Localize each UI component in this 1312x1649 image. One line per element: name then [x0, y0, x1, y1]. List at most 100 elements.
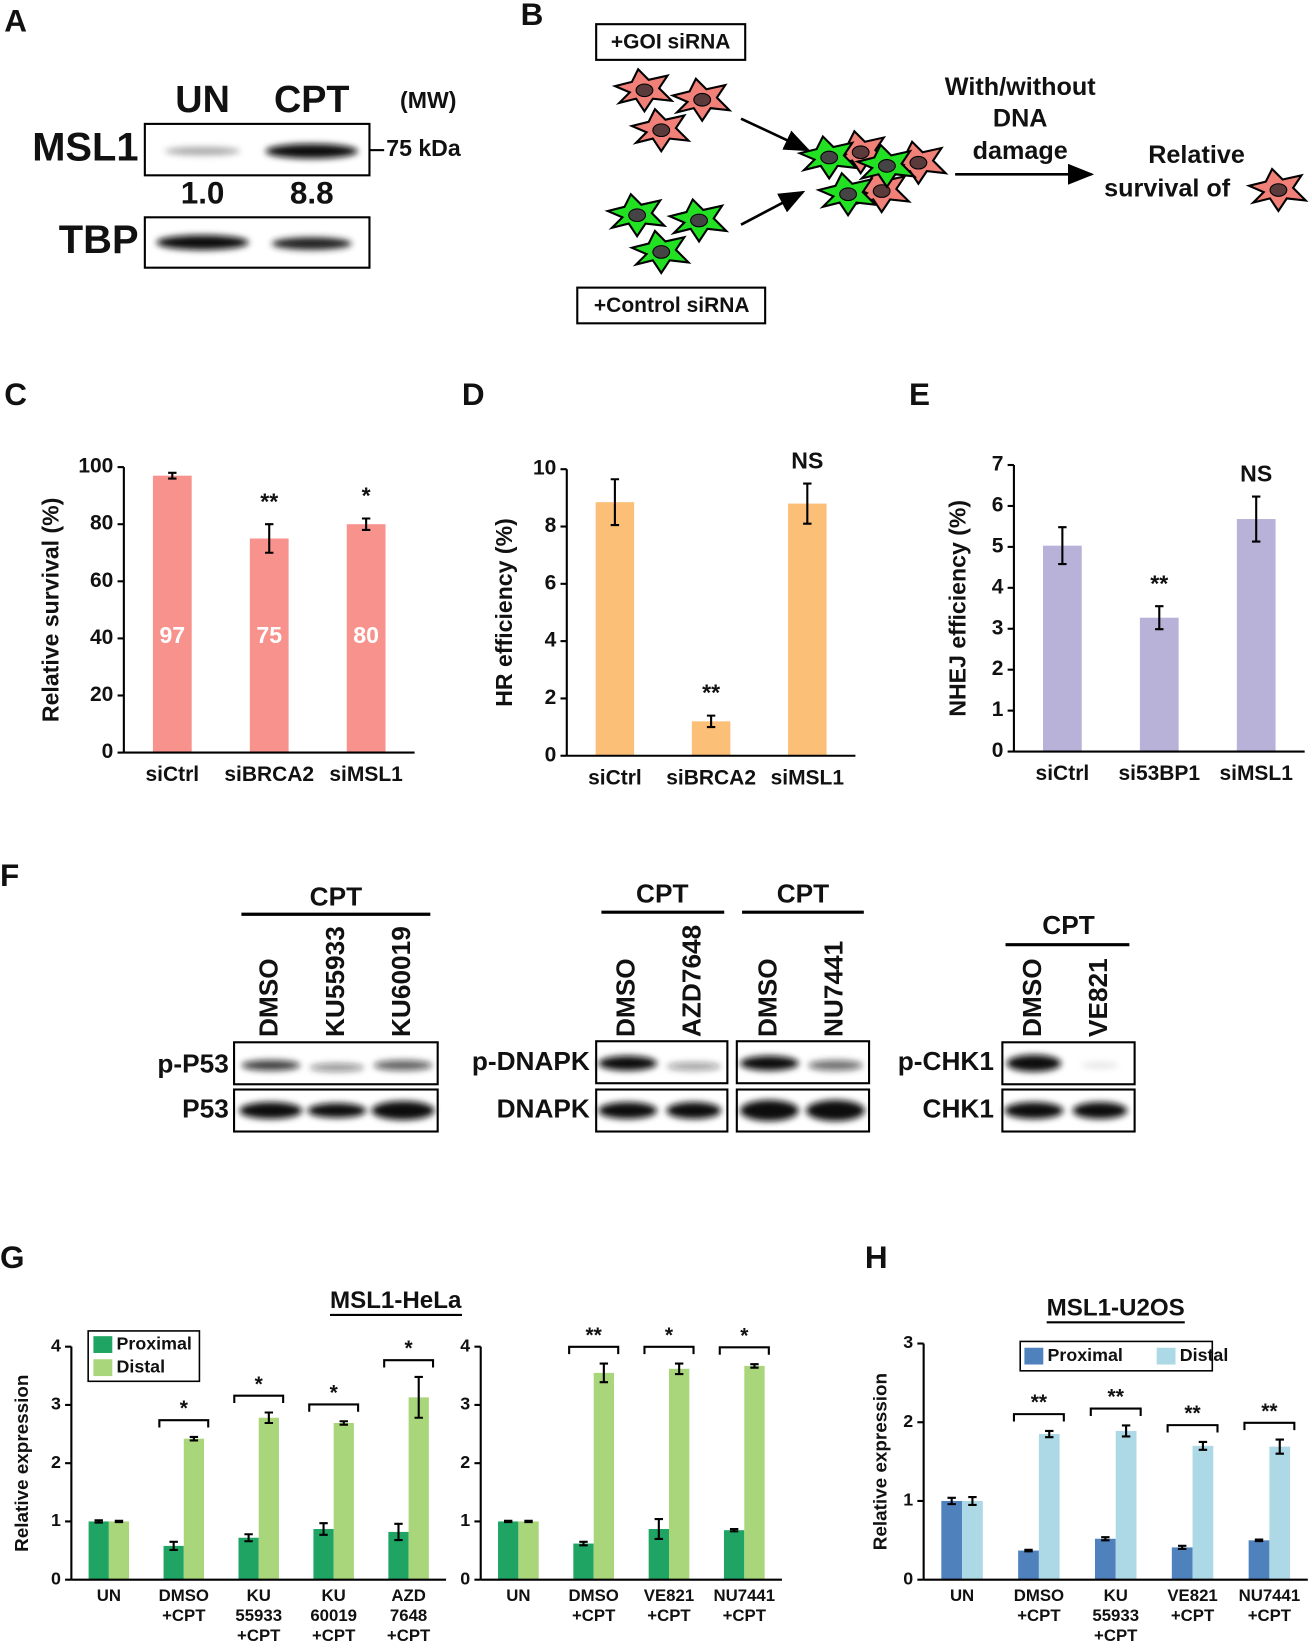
- error-bar: [1177, 1544, 1187, 1551]
- band: [271, 237, 352, 250]
- row-label: P53: [182, 1093, 229, 1123]
- panel-labels: A B C D E F G H: [0, 0, 930, 1275]
- significance: **: [1261, 1400, 1278, 1423]
- x-tick-label: NU7441: [714, 1586, 776, 1605]
- value-label: 97: [159, 622, 185, 648]
- significance: *: [362, 483, 371, 509]
- legend-swatch: [93, 1336, 113, 1353]
- error-bar: [674, 1362, 684, 1376]
- treatment-text: With/without: [945, 73, 1096, 101]
- significance-bracket: [1012, 1413, 1065, 1422]
- y-tick-label: 3: [460, 1394, 470, 1414]
- y-tick-label: 3: [992, 616, 1004, 639]
- bar: [668, 1368, 690, 1580]
- y-tick-label: 80: [90, 512, 113, 535]
- blot-a: UN CPT (MW) MSL1 75 kDa 1.0 8.8 TBP: [32, 79, 461, 269]
- bar: [1192, 1445, 1214, 1580]
- bands: [1004, 1102, 1064, 1119]
- x-tick-label: NU7441: [1239, 1586, 1301, 1605]
- lane-label: NU7441: [818, 941, 848, 1037]
- bar: [941, 1500, 963, 1580]
- panel-label: H: [865, 1240, 888, 1275]
- x-tick-label: VE821: [1167, 1586, 1217, 1605]
- y-tick-label: 0: [102, 740, 114, 763]
- error-bar: [244, 1533, 253, 1543]
- cell: [1247, 167, 1307, 213]
- treatment-label: CPT: [1042, 910, 1094, 940]
- band: [164, 146, 241, 156]
- bar: [249, 538, 289, 753]
- bar: [593, 1372, 615, 1580]
- bands: [739, 1055, 799, 1071]
- significance: **: [1184, 1402, 1201, 1425]
- significance-bracket: [158, 1419, 210, 1428]
- error-bar: [654, 1518, 664, 1540]
- y-tick-label: 2: [903, 1411, 913, 1431]
- cell: [668, 198, 728, 243]
- significance-bracket: [718, 1346, 770, 1355]
- error-bar: [1101, 1536, 1110, 1542]
- error-bar: [339, 1420, 348, 1426]
- bar: [788, 503, 827, 756]
- treatment-text: DNA: [993, 104, 1048, 132]
- error-bar: [599, 1362, 609, 1384]
- goi-label: +GOI siRNA: [611, 31, 731, 54]
- row-label: MSL1: [32, 126, 138, 170]
- x-tick-label: DMSO: [569, 1586, 619, 1605]
- significance: **: [586, 1324, 603, 1347]
- bar: [648, 1529, 669, 1580]
- significance-bracket: [1089, 1407, 1142, 1416]
- x-tick-label: +CPT: [1248, 1606, 1292, 1625]
- y-tick-label: 2: [460, 1452, 470, 1472]
- significance: *: [180, 1397, 189, 1420]
- x-tick-label: siBRCA2: [224, 763, 314, 786]
- bar: [595, 502, 635, 756]
- x-tick-label: +CPT: [312, 1626, 356, 1645]
- cell: [630, 108, 690, 153]
- row-label: TBP: [59, 218, 139, 262]
- x-tick-label: UN: [506, 1586, 530, 1605]
- error-bar: [1254, 1538, 1264, 1543]
- bar: [1042, 545, 1082, 752]
- x-tick-label: siBRCA2: [666, 766, 756, 789]
- significance: *: [255, 1373, 264, 1396]
- y-tick-label: 0: [460, 1568, 470, 1588]
- treatment-label: CPT: [777, 878, 829, 908]
- significance: **: [1150, 570, 1168, 596]
- bands: [239, 1102, 303, 1119]
- bar: [108, 1521, 130, 1580]
- error-bar: [1251, 495, 1261, 543]
- row-label: p-P53: [157, 1048, 228, 1078]
- bar: [1094, 1538, 1116, 1580]
- x-tick-label: +CPT: [647, 1606, 691, 1625]
- error-bar: [579, 1540, 588, 1547]
- legend-label: Distal: [1180, 1345, 1229, 1365]
- legend-label: Distal: [117, 1356, 166, 1376]
- bands: [598, 1102, 658, 1119]
- significance: **: [260, 488, 278, 514]
- bar: [408, 1397, 429, 1580]
- error-bar: [94, 1519, 103, 1524]
- lane-label: DMSO: [254, 958, 284, 1037]
- error-bar: [729, 1527, 739, 1533]
- y-axis-label: Relative survival (%): [38, 498, 64, 722]
- y-tick-label: 7: [992, 453, 1004, 476]
- label-box: [595, 23, 747, 61]
- quantification: 1.0: [181, 176, 225, 211]
- bands: [1006, 1054, 1062, 1072]
- x-tick-label: 55933: [1092, 1606, 1139, 1625]
- bar: [1269, 1446, 1291, 1580]
- panel-label: A: [4, 3, 27, 38]
- label-box: [576, 286, 767, 325]
- x-tick-label: DMSO: [159, 1586, 209, 1605]
- error-bar: [1275, 1438, 1284, 1455]
- y-axis-label: HR efficiency (%): [491, 518, 517, 707]
- significance: **: [1031, 1391, 1048, 1414]
- x-tick-label: siCtrl: [1036, 762, 1090, 785]
- panel-label: E: [909, 377, 930, 412]
- x-tick-label: 55933: [235, 1606, 282, 1625]
- bar: [1236, 519, 1276, 752]
- y-tick-label: 1: [903, 1490, 913, 1510]
- y-tick-label: 10: [533, 457, 556, 480]
